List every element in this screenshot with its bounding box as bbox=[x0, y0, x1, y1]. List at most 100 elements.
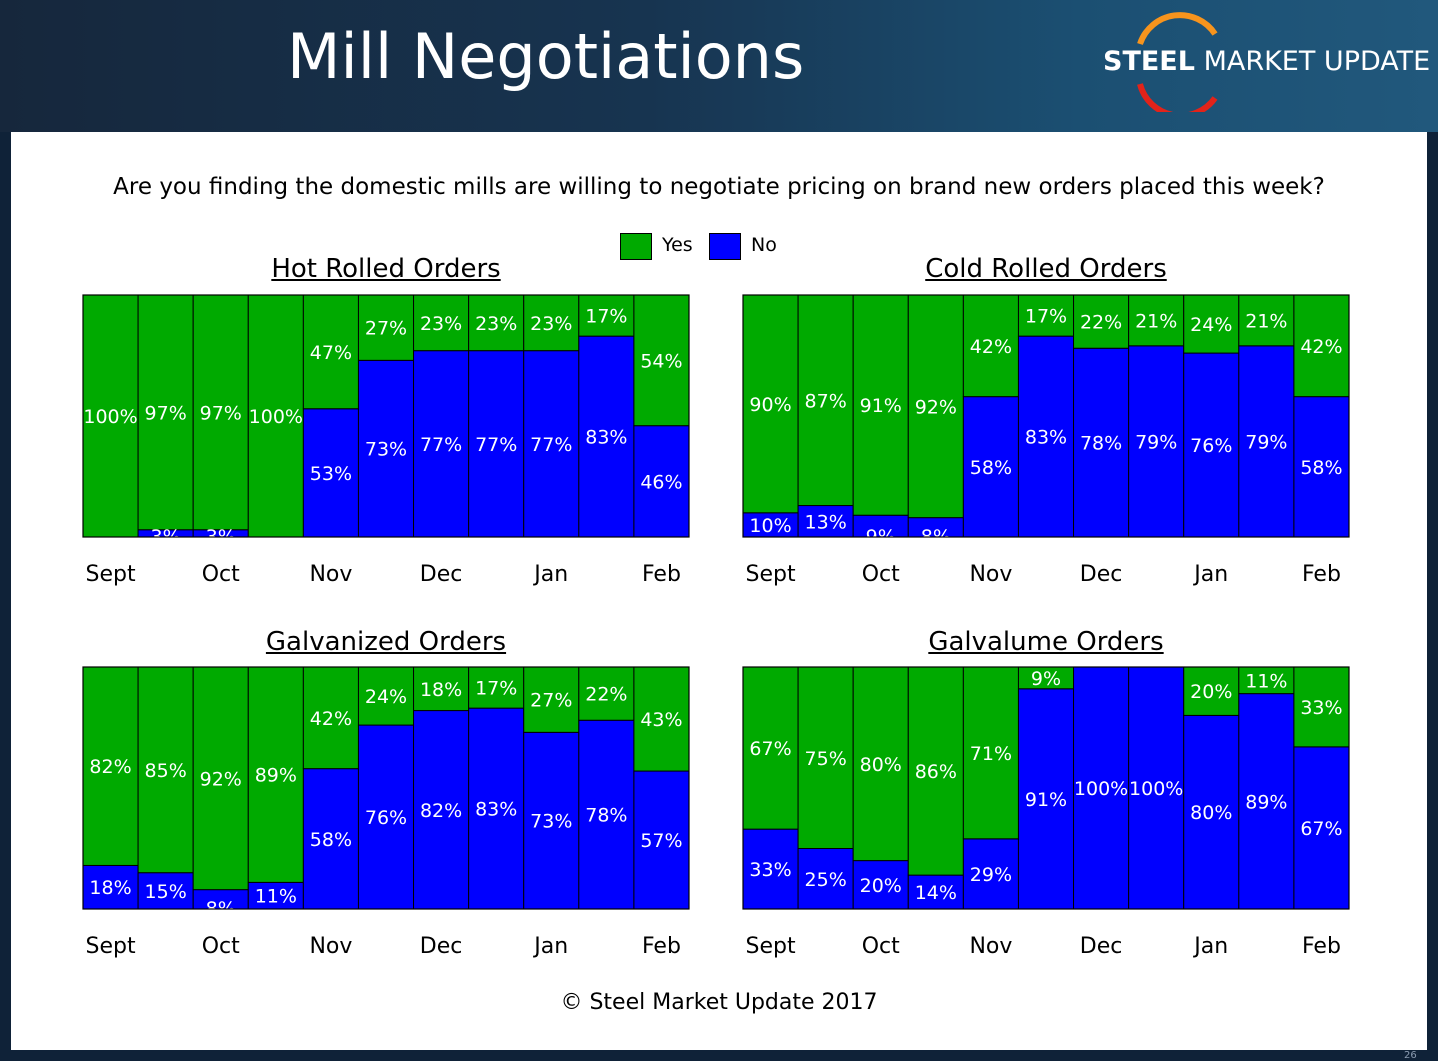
data-label-no-1: 13% bbox=[805, 511, 847, 533]
bar-yes-5 bbox=[1017, 294, 1075, 337]
x-tick-nov: Nov bbox=[969, 562, 1012, 587]
x-tick-sept: Sept bbox=[85, 934, 135, 959]
chart-galvanized: 18%82%15%85%8%92%11%89%58%42%76%24%82%18… bbox=[82, 666, 690, 959]
data-label-yes-10: 33% bbox=[1300, 697, 1342, 719]
data-label-no-10: 67% bbox=[1300, 818, 1342, 840]
bar-yes-10 bbox=[633, 294, 690, 427]
data-label-no-4: 58% bbox=[970, 457, 1012, 479]
plot-frame bbox=[82, 666, 690, 910]
data-label-no-9: 78% bbox=[585, 805, 627, 827]
data-label-yes-1: 87% bbox=[805, 390, 847, 412]
bar-yes-4 bbox=[302, 666, 359, 770]
data-label-yes-6: 23% bbox=[420, 313, 462, 335]
data-label-yes-8: 24% bbox=[1190, 314, 1232, 336]
x-tick-jan: Jan bbox=[532, 934, 568, 959]
data-label-yes-1: 97% bbox=[145, 402, 187, 424]
bar-no-8 bbox=[523, 731, 580, 910]
x-tick-nov: Nov bbox=[309, 934, 352, 959]
bar-yes-0 bbox=[742, 666, 799, 830]
data-label-no-0: 10% bbox=[749, 515, 791, 537]
data-label-yes-2: 91% bbox=[860, 395, 902, 417]
chart-title-hot-rolled: Hot Rolled Orders bbox=[271, 254, 501, 284]
data-label-yes-6: 18% bbox=[420, 679, 462, 701]
survey-question: Are you finding the domestic mills are w… bbox=[113, 174, 1325, 200]
bar-yes-10 bbox=[1293, 666, 1350, 748]
x-tick-nov: Nov bbox=[309, 562, 352, 587]
plot-frame bbox=[742, 294, 1350, 538]
x-tick-oct: Oct bbox=[202, 562, 240, 587]
bar-yes-6 bbox=[1073, 294, 1130, 349]
data-label-no-5: 91% bbox=[1025, 789, 1067, 811]
bar-no-6 bbox=[413, 350, 470, 538]
chart-hot-rolled: 100%3%97%3%97% 100%53%47%73%27%77%23%77%2… bbox=[82, 294, 690, 587]
chart-title-cold-rolled: Cold Rolled Orders bbox=[925, 254, 1167, 284]
x-tick-feb: Feb bbox=[642, 934, 681, 959]
data-label-no-6: 78% bbox=[1080, 433, 1122, 455]
bar-no-7 bbox=[468, 707, 525, 910]
x-tick-oct: Oct bbox=[862, 562, 900, 587]
slide-header: Mill Negotiations STEEL MARKET UPDATE bbox=[0, 0, 1438, 132]
bar-yes-3 bbox=[247, 666, 304, 883]
data-label-no-10: 46% bbox=[640, 471, 682, 493]
chart-title-galvanized: Galvanized Orders bbox=[265, 627, 507, 657]
x-tick-oct: Oct bbox=[202, 934, 240, 959]
data-label-yes-7: 17% bbox=[475, 678, 517, 700]
data-label-yes-4: 42% bbox=[970, 336, 1012, 358]
data-label-no-0: 18% bbox=[89, 877, 131, 899]
legend-swatch-no bbox=[709, 233, 741, 260]
data-label-no-4: 29% bbox=[970, 864, 1012, 886]
bar-no-0 bbox=[82, 864, 139, 910]
data-label-no-10: 58% bbox=[1300, 457, 1342, 479]
data-label-no-5: 76% bbox=[365, 807, 407, 829]
x-tick-feb: Feb bbox=[1302, 934, 1341, 959]
data-label-no-3: 11% bbox=[255, 886, 297, 908]
bar-no-1 bbox=[137, 872, 194, 910]
data-label-no-6: 77% bbox=[420, 434, 462, 456]
plot-frame bbox=[742, 666, 1350, 910]
bar-yes-1 bbox=[137, 294, 194, 531]
logo-ring-icon bbox=[1137, 12, 1218, 112]
data-label-no-0: 33% bbox=[749, 859, 791, 881]
bar-yes-4 bbox=[962, 294, 1019, 398]
data-label-yes-3: 92% bbox=[915, 396, 957, 418]
data-label-no-6: 100% bbox=[1074, 778, 1128, 800]
x-tick-sept: Sept bbox=[745, 562, 795, 587]
data-label-yes-4: 47% bbox=[310, 342, 352, 364]
x-tick-dec: Dec bbox=[1080, 934, 1123, 959]
x-tick-jan: Jan bbox=[532, 562, 568, 587]
data-label-yes-5: 17% bbox=[1025, 306, 1067, 328]
bar-yes-6 bbox=[413, 666, 470, 712]
bar-yes-1 bbox=[797, 294, 854, 507]
data-label-no-3: 14% bbox=[915, 882, 957, 904]
data-label-no-5: 83% bbox=[1025, 427, 1067, 449]
slide-title: Mill Negotiations bbox=[287, 20, 805, 93]
bar-yes-9 bbox=[1238, 666, 1295, 695]
data-label-yes-5: 24% bbox=[365, 686, 407, 708]
data-label-no-5: 73% bbox=[365, 439, 407, 461]
x-tick-feb: Feb bbox=[1302, 562, 1341, 587]
data-label-no-9: 83% bbox=[585, 427, 627, 449]
data-label-no-4: 58% bbox=[310, 829, 352, 851]
x-tick-nov: Nov bbox=[969, 934, 1012, 959]
x-tick-dec: Dec bbox=[1080, 562, 1123, 587]
data-label-yes-8: 20% bbox=[1190, 681, 1232, 703]
bar-no-2 bbox=[852, 860, 909, 910]
data-label-no-6: 82% bbox=[420, 800, 462, 822]
data-label-yes-6: 22% bbox=[1080, 312, 1122, 334]
data-label-no-2: 20% bbox=[860, 875, 902, 897]
legend-swatch-yes bbox=[620, 233, 652, 260]
data-label-no-1: 25% bbox=[805, 869, 847, 891]
data-label-yes-7: 21% bbox=[1135, 310, 1177, 332]
page-number: 26 bbox=[1404, 1050, 1417, 1061]
steel-market-update-logo: STEEL MARKET UPDATE bbox=[1095, 12, 1430, 112]
data-label-yes-9: 11% bbox=[1245, 670, 1287, 692]
plot-frame bbox=[82, 294, 690, 538]
bar-yes-0 bbox=[742, 294, 799, 514]
bar-yes-6 bbox=[413, 294, 470, 352]
data-label-yes-1: 75% bbox=[805, 748, 847, 770]
data-label-yes-5: 9% bbox=[1031, 668, 1061, 690]
content-panel: Are you finding the domestic mills are w… bbox=[11, 132, 1427, 1050]
data-label-no-10: 57% bbox=[640, 830, 682, 852]
bar-yes-4 bbox=[962, 666, 1019, 840]
data-label-yes-4: 42% bbox=[310, 708, 352, 730]
